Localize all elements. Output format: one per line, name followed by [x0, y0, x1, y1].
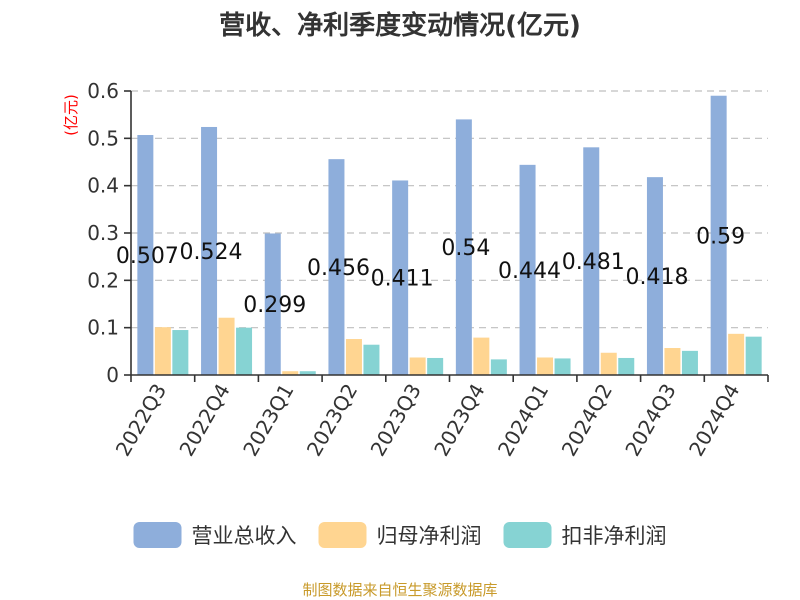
- y-tick-label: 0.5: [87, 126, 119, 150]
- x-category-label: 2022Q3: [111, 380, 171, 461]
- bar-series-2: [664, 348, 681, 375]
- bar-series-3: [554, 358, 571, 375]
- bar-series-3: [427, 357, 444, 375]
- bar-series-2: [409, 357, 426, 375]
- bar-series-2: [154, 327, 171, 375]
- bar-series-3: [681, 350, 698, 375]
- bar-series-3: [745, 336, 762, 375]
- x-category-label: 2023Q1: [238, 380, 298, 461]
- legend-swatch-1: [133, 522, 182, 548]
- legend-label-3: 扣非净利润: [562, 524, 667, 548]
- bar-series-1: [264, 233, 281, 375]
- data-label: 0.524: [180, 240, 243, 265]
- data-label: 0.481: [562, 250, 625, 275]
- y-tick-label: 0.2: [87, 268, 119, 292]
- y-tick-label: 0.3: [87, 221, 119, 245]
- grid-lines: [131, 90, 768, 329]
- y-axis-unit-label: (亿元): [62, 94, 80, 136]
- bar-series-2: [473, 337, 490, 375]
- bar-series-1: [455, 119, 472, 376]
- data-label: 0.444: [498, 259, 561, 284]
- bar-series-1: [328, 159, 345, 375]
- x-category-label: 2023Q2: [302, 380, 362, 461]
- bar-series-3: [299, 371, 316, 375]
- bar-series-1: [201, 126, 218, 376]
- bar-series-3: [236, 327, 253, 375]
- source-note: 制图数据来自恒生聚源数据库: [302, 581, 497, 599]
- bars: [137, 95, 762, 376]
- bar-series-2: [537, 357, 554, 375]
- data-label: 0.418: [625, 265, 688, 290]
- chart-title: 营收、净利季度变动情况(亿元): [219, 10, 581, 41]
- legend-label-2: 归母净利润: [377, 524, 482, 548]
- bar-series-1: [583, 147, 600, 375]
- bar-series-2: [728, 333, 745, 375]
- bar-series-1: [519, 164, 536, 375]
- x-category-label: 2023Q4: [429, 380, 489, 461]
- data-label: 0.411: [371, 267, 434, 292]
- x-category-label: 2024Q1: [493, 380, 553, 461]
- data-label: 0.59: [696, 224, 745, 249]
- x-category-label: 2024Q4: [684, 380, 744, 461]
- y-tick-label: 0.1: [87, 316, 119, 340]
- x-category-label: 2022Q4: [174, 380, 234, 461]
- legend-swatch-3: [503, 522, 552, 548]
- legend-label-1: 营业总收入: [192, 524, 297, 548]
- bar-series-2: [218, 317, 235, 375]
- bar-series-2: [600, 352, 617, 375]
- bar-series-1: [137, 135, 154, 375]
- bar-series-1: [646, 177, 663, 375]
- y-tick-label: 0: [106, 363, 119, 387]
- y-tick-label: 0.4: [87, 174, 119, 198]
- bar-series-3: [172, 330, 189, 375]
- y-tick-label: 0.6: [87, 79, 119, 103]
- x-category-label: 2023Q3: [366, 380, 426, 461]
- data-label: 0.54: [441, 236, 490, 261]
- legend: 营业总收入 归母净利润 扣非净利润: [133, 522, 667, 548]
- bar-series-1: [710, 95, 727, 375]
- x-category-label: 2024Q3: [620, 380, 680, 461]
- bar-series-3: [618, 357, 635, 375]
- bar-series-2: [345, 339, 362, 375]
- legend-swatch-2: [318, 522, 367, 548]
- bar-series-2: [282, 371, 299, 375]
- data-label: 0.456: [307, 256, 370, 281]
- bar-series-3: [490, 359, 507, 375]
- data-label: 0.507: [116, 244, 179, 269]
- x-category-label: 2024Q2: [557, 380, 617, 461]
- bar-series-3: [363, 344, 380, 375]
- data-label: 0.299: [243, 293, 306, 318]
- bar-series-1: [392, 180, 409, 375]
